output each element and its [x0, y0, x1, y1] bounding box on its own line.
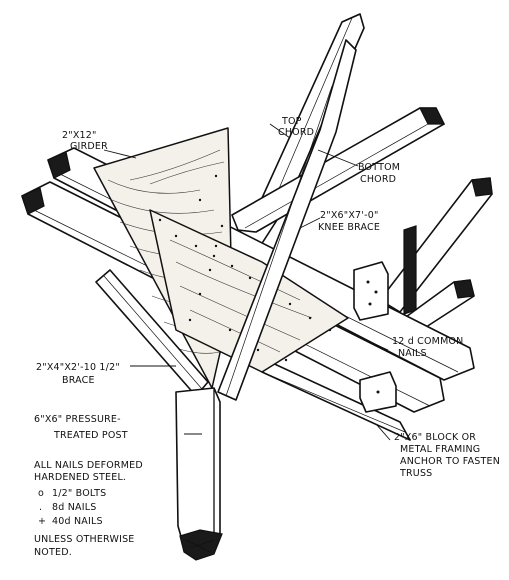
post-label-line2: TREATED POST — [53, 430, 128, 441]
nails-label: 12 d COMMON NAILS — [392, 336, 467, 359]
legend: ALL NAILS DEFORMED HARDENED STEEL. o 1/2… — [34, 460, 143, 558]
girder-label-line2: GIRDER — [70, 141, 108, 152]
knee-brace-label: 2"X6"X7'-0" KNEE BRACE — [318, 210, 382, 233]
post-member — [175, 387, 223, 561]
legend-40d-text: 40d NAILS — [52, 516, 103, 527]
leader-lines — [103, 123, 391, 441]
top-chord-label-line2: CHORD — [278, 127, 314, 138]
block-label-line4: TRUSS — [399, 468, 432, 479]
legend-bolt-symbol: o — [38, 488, 44, 499]
legend-8d-symbol: . — [39, 502, 42, 513]
legend-8d-text: 8d NAILS — [52, 502, 96, 513]
brace-member — [95, 269, 209, 397]
bottom-chord-label: BOTTOM CHORD — [358, 162, 403, 185]
brace-label: 2"X4"X2'-10 1/2" BRACE — [36, 362, 123, 386]
post-label-line1: 6"X6" PRESSURE- — [34, 414, 121, 425]
knee-brace-label-line1: 2"X6"X7'-0" — [320, 210, 379, 221]
block-label: 2"X6" BLOCK OR METAL FRAMING ANCHOR TO F… — [394, 432, 503, 479]
nails-label-line1: 12 d COMMON — [392, 336, 463, 347]
bottom-chord-label-line1: BOTTOM — [358, 162, 400, 173]
girder-label-line1: 2"X12" — [62, 130, 97, 141]
brace-label-line1: 2"X4"X2'-10 1/2" — [36, 362, 120, 373]
nail-pattern — [158, 174, 332, 362]
knee-brace-member — [217, 39, 357, 401]
legend-header-line2: HARDENED STEEL. — [34, 472, 126, 483]
legend-40d-symbol: + — [38, 516, 46, 527]
nails-label-line2: NAILS — [398, 348, 427, 359]
bottom-chord-label-line2: CHORD — [360, 174, 396, 185]
block-label-line2: METAL FRAMING — [400, 444, 480, 455]
legend-footer-line2: NOTED. — [34, 547, 72, 558]
top-chord-label-line1: TOP — [281, 116, 302, 127]
legend-bolt-text: 1/2" BOLTS — [52, 488, 106, 499]
block-label-line3: ANCHOR TO FASTEN — [400, 456, 500, 467]
floor-panel — [149, 209, 349, 373]
legend-header-line1: ALL NAILS DEFORMED — [34, 460, 143, 471]
knee-brace-label-line2: KNEE BRACE — [318, 222, 380, 233]
legend-footer-line1: UNLESS OTHERWISE — [34, 534, 135, 545]
block-label-line1: 2"X6" BLOCK OR — [394, 432, 476, 443]
girder-label: 2"X12" GIRDER — [62, 130, 108, 152]
top-chord-label: TOP CHORD — [278, 116, 314, 138]
framing-anchor — [353, 225, 417, 413]
brace-label-line2: BRACE — [62, 375, 95, 386]
post-label: 6"X6" PRESSURE- TREATED POST — [34, 414, 128, 441]
